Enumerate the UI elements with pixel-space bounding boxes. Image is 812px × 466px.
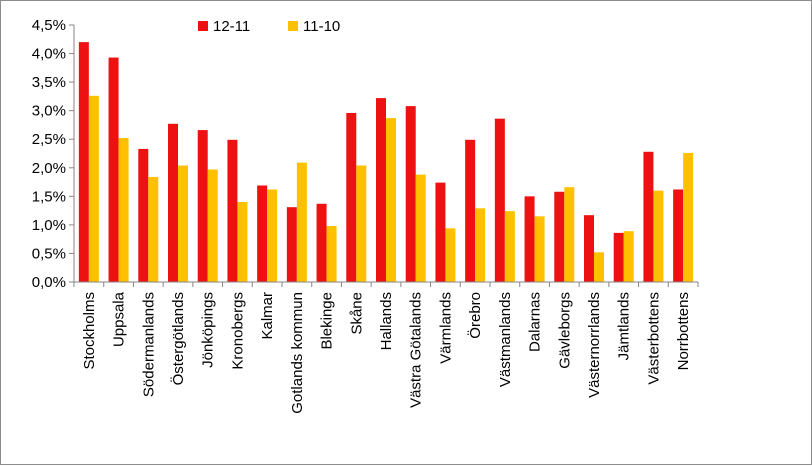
bar-12-11-Södermanlands [138, 148, 149, 282]
bar-12-11-Jönköpings [197, 130, 208, 282]
bar-12-11-Östergötlands [168, 123, 178, 283]
bar-12-11-Gävleborgs [554, 191, 565, 282]
x-tick-label: Västra Götalands [408, 292, 425, 408]
bar-11-10-Södermanlands [148, 176, 159, 282]
x-tick-label: Västmanlands [497, 292, 514, 387]
x-tick-label: Kalmar [259, 292, 276, 340]
x-tick-label: Skåne [348, 292, 365, 335]
bar-11-10-Kronobergs [237, 202, 248, 282]
bar-11-10-Östergötlands [178, 165, 188, 282]
x-tick-label: Jönköpings [200, 292, 217, 368]
x-tick-label: Värmlands [437, 292, 454, 364]
bar-12-11-Stockholms [78, 42, 89, 283]
bar-12-11-Kalmar [257, 185, 268, 282]
bar-11-10-Gävleborgs [564, 187, 575, 282]
bar-12-11-Västmanlands [494, 118, 505, 282]
legend-swatch-12-11 [198, 21, 208, 31]
legend-label-11-10: 11-10 [303, 18, 340, 35]
x-tick-label: Gävleborgs [556, 292, 573, 369]
bar-12-11-Dalarnas [524, 196, 535, 282]
x-tick-labels: Stockholms Uppsala Södermanlands Östergötla… [81, 291, 692, 413]
bar-11-10-Blekinge [326, 226, 337, 282]
y-tick-label: 4,0% [32, 46, 66, 63]
bar-12-11-Blekinge [316, 203, 327, 282]
bar-12-11-Gotlands kommun [286, 207, 297, 282]
bar-11-10-Skåne [356, 165, 367, 282]
bar-11-10-Norrbottens [683, 152, 694, 282]
bar-11-10-Dalarnas [534, 216, 545, 282]
x-tick-label: Stockholms [81, 292, 98, 370]
bar-12-11-Värmlands [435, 182, 446, 282]
x-tick-label: Västernorrlands [586, 292, 603, 398]
x-tick-label: Jämtlands [616, 292, 633, 360]
y-tick-label: 2,0% [32, 160, 66, 177]
bar-12-11-Västra Götalands [405, 106, 416, 282]
bar-11-10-Västra Götalands [415, 174, 426, 282]
bar-11-10-Stockholms [88, 95, 99, 282]
legend-label-12-11: 12-11 [213, 18, 250, 35]
y-tick-label: 0,0% [32, 274, 66, 291]
bar-12-11-Örebro [465, 139, 476, 282]
bar-12-11-Norrbottens [673, 189, 684, 282]
axes-layer [69, 24, 699, 287]
bar-12-11-Västerbottens [643, 151, 654, 282]
bar-11-10-Jämtlands [623, 231, 634, 282]
x-tick-label: Kronobergs [229, 292, 246, 370]
y-tick-label: 3,5% [32, 74, 66, 91]
y-tick-label: 0,5% [32, 245, 66, 262]
x-tick-label: Dalarnas [527, 292, 544, 352]
y-tick-label: 4,5% [32, 17, 66, 34]
x-tick-label: Östergötlands [169, 292, 187, 385]
bar-11-10-Örebro [475, 208, 486, 282]
bar-11-10-Jönköpings [207, 169, 218, 282]
bar-11-10-Hallands [386, 118, 396, 282]
legend-swatch-11-10 [288, 21, 298, 31]
bar-11-10-Gotlands kommun [296, 162, 307, 282]
bar-11-10-Västmanlands [504, 211, 515, 282]
y-tick-label: 3,0% [32, 103, 66, 120]
bar-12-11-Västernorrlands [584, 215, 594, 282]
bar-12-11-Kronobergs [227, 139, 238, 282]
bar-12-11-Hallands [376, 98, 386, 282]
bar-12-11-Skåne [346, 112, 357, 282]
y-tick-label: 1,0% [32, 217, 66, 234]
y-tick-label: 1,5% [32, 188, 66, 205]
bar-11-10-Västernorrlands [594, 252, 604, 282]
bars-layer [78, 42, 694, 283]
x-tick-label: Örebro [466, 292, 484, 339]
x-tick-label: Södermanlands [140, 292, 157, 397]
x-tick-label: Västerbottens [645, 292, 662, 385]
bar-11-10-Uppsala [118, 138, 129, 282]
bar-11-10-Kalmar [267, 189, 278, 282]
y-tick-labels: 0,0% 0,5% 1,0% 1,5% 2,0% 2,5% 3,0% 3,5% 4,0% 4,5% [32, 17, 66, 291]
bar-12-11-Jämtlands [613, 232, 624, 282]
x-tick-label: Blekinge [319, 292, 336, 350]
legend: 12-11 11-10 [198, 18, 340, 35]
x-tick-label: Gotlands kommun [289, 292, 306, 414]
x-tick-label: Norrbottens [675, 292, 692, 370]
bar-11-10-Värmlands [445, 228, 456, 282]
y-tick-label: 2,5% [32, 131, 66, 148]
bar-11-10-Västerbottens [653, 190, 664, 282]
x-tick-label: Uppsala [111, 291, 128, 347]
x-tick-label: Hallands [378, 292, 395, 350]
bar-12-11-Uppsala [108, 57, 119, 283]
